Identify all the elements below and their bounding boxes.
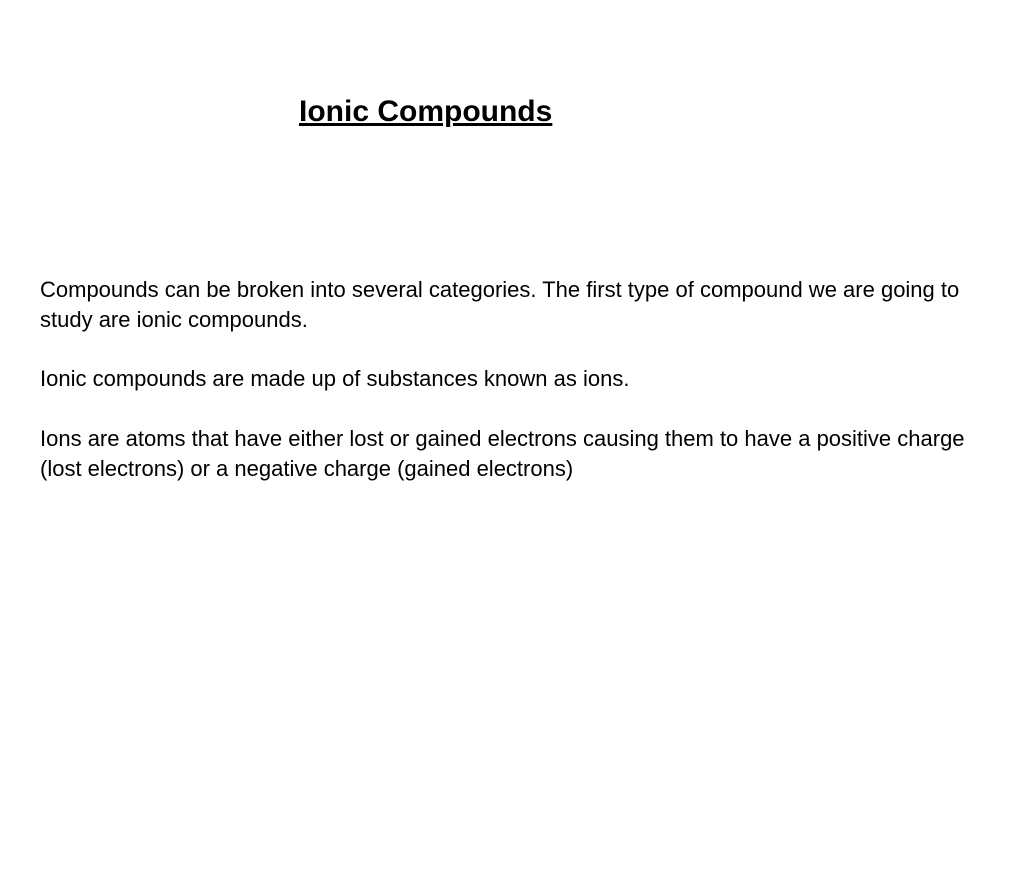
paragraph-3: Ions are atoms that have either lost or … [40, 424, 984, 483]
paragraph-2: Ionic compounds are made up of substance… [40, 364, 984, 394]
page-title: Ionic Compounds [299, 95, 552, 129]
paragraph-1: Compounds can be broken into several cat… [40, 275, 984, 334]
content-area: Compounds can be broken into several cat… [40, 275, 984, 513]
